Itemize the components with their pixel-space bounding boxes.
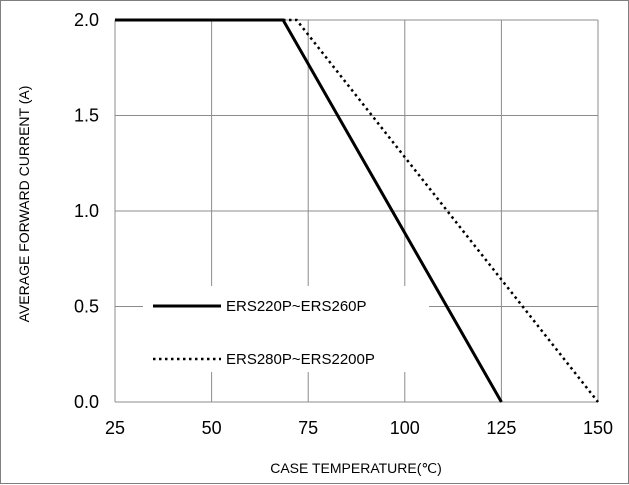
- y-tick-label-0.0: 0.0: [74, 392, 99, 412]
- y-tick-label-0.5: 0.5: [74, 297, 99, 317]
- tick-labels: 25 50 75 100 125 150 0.0 0.5 1.0 1.5 2.0: [74, 10, 613, 438]
- x-tick-label-125: 125: [486, 418, 516, 438]
- x-tick-label-50: 50: [202, 418, 222, 438]
- y-tick-label-1.0: 1.0: [74, 201, 99, 221]
- x-tick-label-25: 25: [105, 418, 125, 438]
- legend-background: [143, 286, 429, 372]
- x-tick-label-100: 100: [390, 418, 420, 438]
- y-tick-label-2.0: 2.0: [74, 10, 99, 30]
- series-layer: [115, 18, 599, 403]
- legend-label-1: ERS220P~ERS260P: [226, 298, 367, 315]
- legend-label-2: ERS280P~ERS2200P: [226, 351, 375, 368]
- x-tick-label-150: 150: [583, 418, 613, 438]
- legend: ERS220P~ERS260P ERS280P~ERS2200P: [143, 286, 429, 372]
- y-axis-title: AVERAGE FORWARD CURRENT (A): [16, 86, 32, 323]
- x-tick-label-75: 75: [298, 418, 318, 438]
- x-axis-title: CASE TEMPERATURE(℃): [270, 460, 442, 476]
- series-line-2: [115, 18, 599, 403]
- y-tick-label-1.5: 1.5: [74, 106, 99, 126]
